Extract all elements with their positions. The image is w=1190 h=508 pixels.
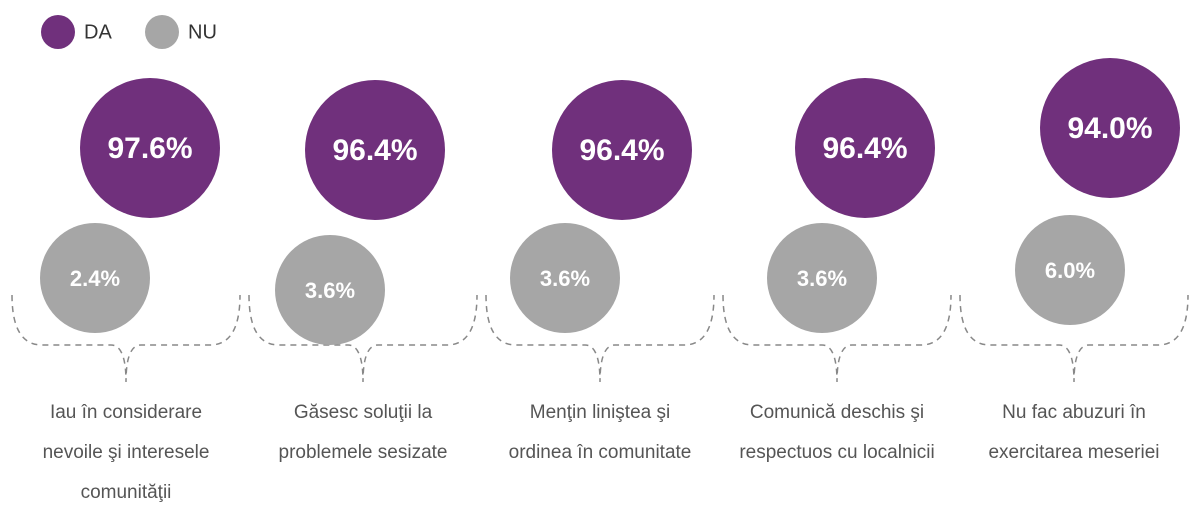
brace [11,294,241,383]
brace [248,294,478,383]
legend-swatch [145,15,179,49]
category-label: Menţin liniştea şi ordinea în comunitate [508,402,692,463]
bubble [275,235,385,345]
value-label: 6.0% [1045,258,1095,283]
value-label: 3.6% [540,266,590,291]
bubble [767,223,877,333]
legend-swatch [41,15,75,49]
bubble [80,78,220,218]
bubble [40,223,150,333]
brace [485,294,715,383]
value-label: 96.4% [579,134,664,167]
category-label: Găsesc soluţii la problemele sesizate [278,402,448,463]
value-label: 2.4% [70,266,120,291]
bubble [1015,215,1125,325]
bubble [795,78,935,218]
bubble [1040,58,1180,198]
value-label: 3.6% [797,266,847,291]
legend-label: DA [84,21,112,43]
value-label: 97.6% [107,132,192,165]
bubble [552,80,692,220]
value-label: 96.4% [332,134,417,167]
category-label: Iau în considerare nevoile şi interesele… [42,402,210,503]
value-label: 94.0% [1067,112,1152,145]
value-label: 96.4% [822,132,907,165]
brace [959,294,1189,383]
category-label: Nu fac abuzuri în exercitarea meseriei [988,402,1160,463]
value-label: 3.6% [305,278,355,303]
bubble [510,223,620,333]
bubble [305,80,445,220]
legend-label: NU [188,21,217,43]
brace [722,294,952,383]
category-label: Comunică deschis şi respectuos cu localn… [739,402,935,463]
